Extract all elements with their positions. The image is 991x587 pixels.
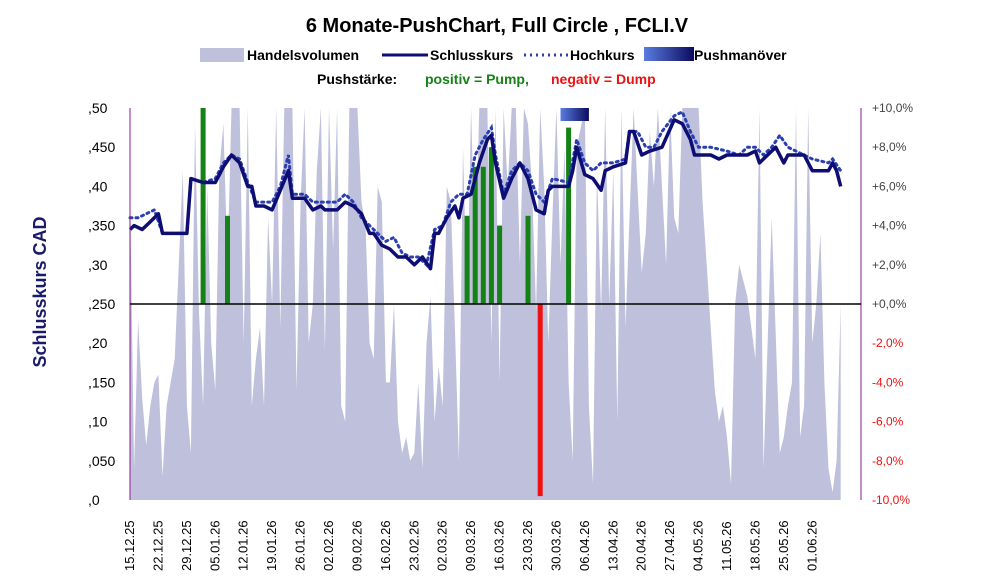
push-maneuver-marker (560, 108, 589, 121)
y2-tick-label: +8,0% (872, 140, 907, 154)
pump-bar (525, 215, 531, 304)
legend-high-label: Hochkurs (570, 47, 635, 63)
pump-bar (497, 225, 503, 304)
close-line-group (128, 118, 843, 271)
y-tick-label: ,250 (88, 296, 115, 312)
y2-tick-label: -8,0% (872, 454, 904, 468)
y-tick-label: ,450 (88, 139, 115, 155)
legend: Handelsvolumen Schlusskurs Hochkurs Push… (200, 47, 787, 63)
y-tick-label: ,350 (88, 218, 115, 234)
pushstaerke-subtitle: Pushstärke: positiv = Pump, negativ = Du… (317, 71, 656, 87)
axes-group (129, 108, 862, 500)
pump-bar (566, 127, 572, 304)
x-tick-label: 16.02.26 (378, 520, 393, 571)
legend-pushmanoever-swatch (644, 47, 694, 61)
left-tick-labels: ,0 ,050 ,10 ,150 ,20 ,250 ,30 ,350 ,40 ,450 ,50 (88, 100, 115, 508)
subtitle-positive: positiv = Pump, (425, 71, 529, 87)
x-tick-label: 15.12.25 (122, 520, 137, 571)
close-line (128, 118, 843, 271)
x-tick-label: 05.01.26 (207, 520, 222, 571)
y2-tick-label: -6,0% (872, 415, 904, 429)
x-tick-label: 04.05.26 (691, 520, 706, 571)
chart-title: 6 Monate-PushChart, Full Circle , FCLI.V (306, 15, 689, 37)
y-axis-label: Schlusskurs CAD (30, 216, 50, 367)
push-maneuver-group (560, 108, 589, 121)
x-tick-label: 25.05.26 (776, 520, 791, 571)
x-tick-label: 02.03.26 (435, 520, 450, 571)
x-tick-label: 29.12.25 (179, 520, 194, 571)
legend-volume-swatch (200, 48, 244, 62)
x-tick-label: 02.02.26 (321, 520, 336, 571)
x-tick-label: 16.03.26 (492, 520, 507, 571)
y2-tick-label: +10,0% (872, 101, 913, 115)
high-line-group (128, 109, 843, 268)
legend-close-label: Schlusskurs (430, 47, 513, 63)
x-tick-label: 09.03.26 (463, 520, 478, 571)
pump-bar (472, 166, 478, 304)
pump-bar (488, 147, 494, 304)
x-tick-label: 22.12.25 (150, 520, 165, 571)
x-tick-label: 27.04.26 (662, 520, 677, 571)
pump-bar (464, 215, 470, 304)
y-tick-label: ,150 (88, 374, 115, 390)
y-tick-label: ,50 (88, 100, 108, 116)
y2-tick-label: +0,0% (872, 297, 907, 311)
y-tick-label: ,30 (88, 257, 108, 273)
y-tick-label: ,40 (88, 178, 108, 194)
x-tick-label: 26.01.26 (293, 520, 308, 571)
y2-tick-label: -2,0% (872, 336, 904, 350)
subtitle-prefix: Pushstärke: (317, 71, 397, 87)
right-tick-labels: -10,0% -8,0% -6,0% -4,0% -2,0% +0,0% +2,0% +4,0… (872, 101, 913, 507)
x-tick-label: 13.04.26 (605, 520, 620, 571)
x-tick-label: 23.02.26 (406, 520, 421, 571)
push-bars-group (200, 108, 572, 497)
y2-tick-label: +2,0% (872, 258, 907, 272)
high-line (128, 109, 843, 268)
dump-bar (537, 304, 543, 497)
x-tick-labels: 15.12.25 22.12.25 29.12.25 05.01.26 12.01.26… (122, 520, 819, 571)
y2-tick-label: +4,0% (872, 219, 907, 233)
x-tick-label: 09.02.26 (349, 520, 364, 571)
x-tick-label: 23.03.26 (520, 520, 535, 571)
y-tick-label: ,20 (88, 335, 108, 351)
subtitle-negative: negativ = Dump (551, 71, 656, 87)
x-tick-label: 06.04.26 (577, 520, 592, 571)
y-tick-label: ,10 (88, 414, 108, 430)
legend-volume-label: Handelsvolumen (247, 47, 359, 63)
y-tick-label: ,0 (88, 492, 100, 508)
y-tick-label: ,050 (88, 453, 115, 469)
x-tick-label: 11.05.26 (719, 521, 734, 571)
pump-bar (225, 215, 230, 304)
y2-tick-label: -10,0% (872, 493, 910, 507)
x-tick-label: 20.04.26 (634, 520, 649, 571)
x-tick-label: 12.01.26 (236, 520, 251, 571)
y2-tick-label: +6,0% (872, 179, 907, 193)
x-tick-label: 19.01.26 (264, 520, 279, 571)
x-tick-label: 18.05.26 (747, 520, 762, 571)
y2-tick-label: -4,0% (872, 375, 904, 389)
pump-bar (200, 108, 206, 304)
x-tick-label: 30.03.26 (548, 520, 563, 571)
pump-bar (480, 166, 486, 304)
legend-pushmanoever-label: Pushmanöver (694, 47, 787, 63)
x-tick-label: 01.06.26 (804, 520, 819, 571)
